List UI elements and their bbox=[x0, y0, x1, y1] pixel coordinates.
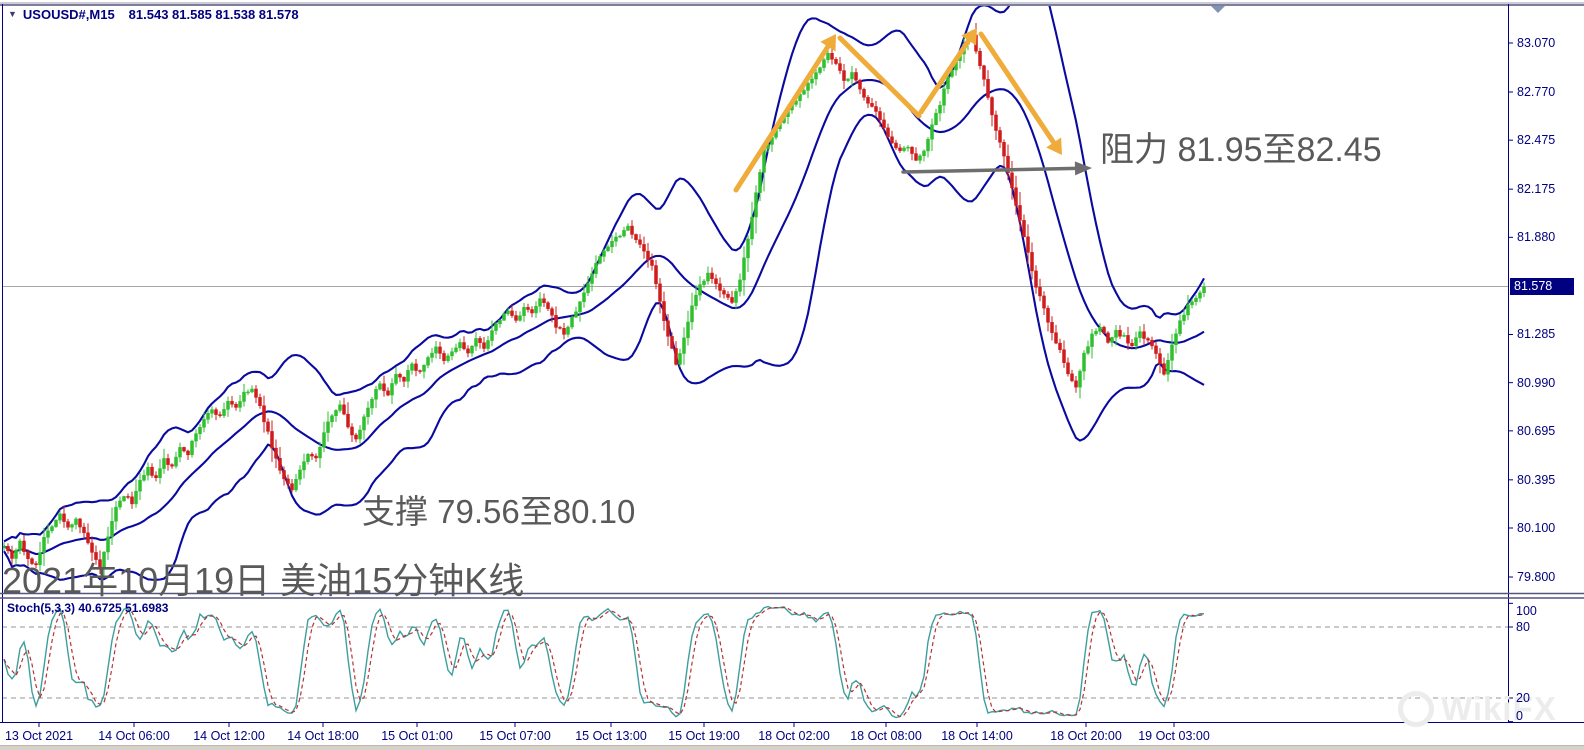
time-axis-label: 18 Oct 08:00 bbox=[850, 729, 922, 743]
time-axis-label: 14 Oct 06:00 bbox=[98, 729, 170, 743]
price-axis-label: 83.070 bbox=[1517, 36, 1556, 50]
price-axis-label: 80.395 bbox=[1517, 472, 1556, 487]
price-axis-label: 81.285 bbox=[1517, 327, 1556, 342]
candles-layer bbox=[2, 22, 1206, 577]
time-axis-label: 15 Oct 13:00 bbox=[575, 729, 647, 743]
time-axis-label: 15 Oct 07:00 bbox=[479, 729, 551, 743]
chart-shift-marker-icon bbox=[1211, 6, 1225, 13]
price-axis-label: 80.695 bbox=[1517, 423, 1556, 438]
chart-header: ▼ USOUSD#,M15 81.543 81.585 81.538 81.57… bbox=[8, 7, 299, 22]
stoch-signal-line bbox=[3, 606, 1205, 718]
time-axis-label: 18 Oct 02:00 bbox=[758, 729, 830, 743]
stochastic-indicator-label: Stoch(5,3,3) 40.6725 51.6983 bbox=[7, 601, 169, 615]
stoch-axis-label: 80 bbox=[1516, 620, 1530, 634]
stoch-axis-label: 0 bbox=[1516, 709, 1523, 723]
time-axis-label: 14 Oct 18:00 bbox=[287, 729, 359, 743]
stoch-axis-label: 20 bbox=[1516, 691, 1530, 705]
chart-title-annotation: 2021年10月19日 美油15分钟K线 bbox=[2, 560, 525, 601]
time-axis-label: 14 Oct 12:00 bbox=[193, 729, 265, 743]
price-axis-label: 82.475 bbox=[1517, 133, 1556, 148]
price-axis-label: 82.175 bbox=[1517, 182, 1556, 197]
stochastic-lines bbox=[3, 605, 1205, 719]
time-axis-label: 18 Oct 20:00 bbox=[1050, 729, 1122, 743]
price-axis-label: 79.800 bbox=[1517, 570, 1556, 584]
symbol-timeframe-label: USOUSD#,M15 bbox=[22, 7, 115, 22]
time-axis-label: 15 Oct 19:00 bbox=[668, 729, 740, 743]
time-axis-label: 13 Oct 2021 bbox=[4, 729, 74, 743]
trend-arrow-segment-3 bbox=[918, 28, 977, 115]
ohlc-values: 81.543 81.585 81.538 81.578 bbox=[128, 7, 299, 22]
resistance-arrow bbox=[901, 161, 1092, 176]
bollinger-upper-band bbox=[3, 6, 1205, 543]
bollinger-middle-band bbox=[3, 78, 1205, 556]
chart-collapse-icon[interactable]: ▼ bbox=[8, 8, 17, 19]
price-axis-label: 82.770 bbox=[1517, 84, 1556, 99]
trend-arrow-segment-4 bbox=[978, 31, 1062, 155]
price-axis-label: 80.100 bbox=[1517, 521, 1556, 535]
time-axis-label: 15 Oct 01:00 bbox=[381, 729, 453, 743]
stoch-axis-label: 100 bbox=[1516, 604, 1537, 618]
current-price-tag: 81.578 bbox=[1510, 278, 1574, 296]
price-axis-label: 81.880 bbox=[1517, 230, 1556, 245]
wikifx-logo-icon bbox=[1398, 691, 1434, 727]
stoch-main-line bbox=[3, 605, 1204, 719]
time-axis-label: 18 Oct 14:00 bbox=[941, 729, 1013, 743]
time-axis-label: 19 Oct 03:00 bbox=[1138, 729, 1210, 743]
trend-arrow-segment-2 bbox=[837, 35, 922, 119]
price-axis-label: 80.990 bbox=[1517, 375, 1556, 390]
wikifx-watermark-text: WikiFX bbox=[1441, 690, 1557, 727]
trend-arrow-segment-1 bbox=[733, 34, 836, 193]
support-annotation-text: 支撑 79.56至80.10 bbox=[362, 493, 636, 530]
wikifx-watermark: WikiFX bbox=[1398, 690, 1557, 728]
window-bottom-edge bbox=[0, 745, 1584, 750]
resistance-annotation-text: 阻力 81.95至82.45 bbox=[1100, 131, 1382, 169]
